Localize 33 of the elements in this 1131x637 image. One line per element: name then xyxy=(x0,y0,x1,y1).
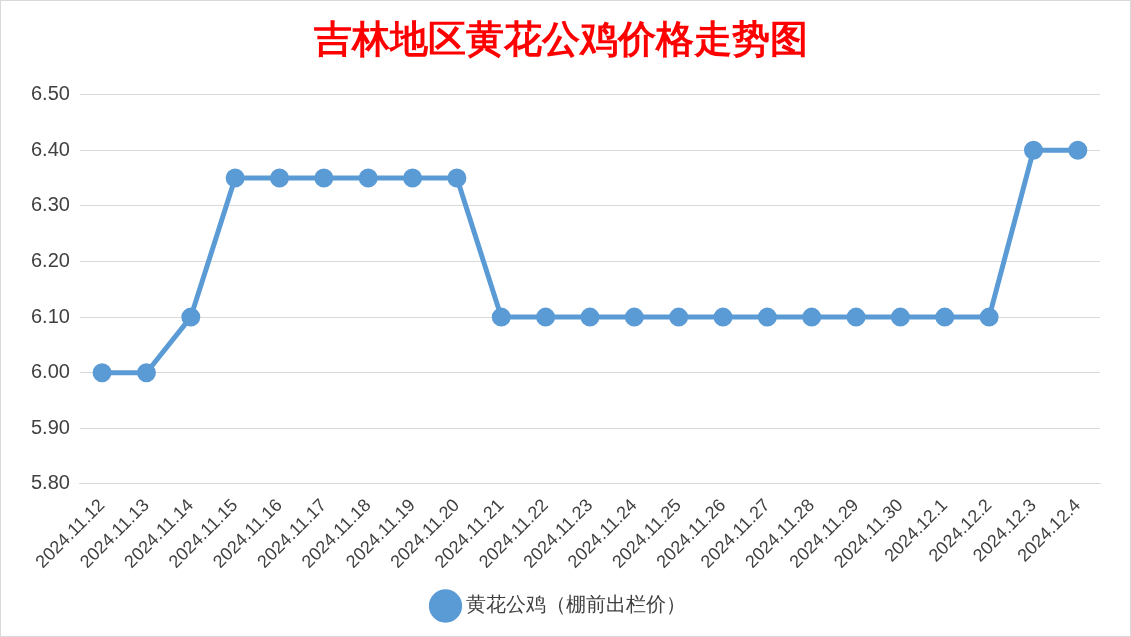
y-tick-label: 6.50 xyxy=(30,82,70,105)
y-tick-label: 6.30 xyxy=(30,193,70,216)
point xyxy=(136,363,156,383)
point xyxy=(92,363,112,383)
point xyxy=(1023,140,1043,160)
point xyxy=(935,307,955,327)
point xyxy=(181,307,201,327)
point xyxy=(358,168,378,188)
y-tick-label: 6.20 xyxy=(30,248,70,271)
y-tick-label: 5.90 xyxy=(30,415,70,438)
y-tick-label: 5.80 xyxy=(30,471,70,494)
point xyxy=(846,307,866,327)
point xyxy=(491,307,511,327)
point xyxy=(1068,140,1088,160)
y-tick-label: 6.40 xyxy=(30,137,70,160)
point xyxy=(447,168,467,188)
point xyxy=(580,307,600,327)
point xyxy=(713,307,733,327)
chart-title: 吉林地区黄花公鸡价格走势图 xyxy=(312,17,808,60)
point xyxy=(403,168,423,188)
point xyxy=(225,168,245,188)
point xyxy=(802,307,822,327)
point xyxy=(270,168,290,188)
point xyxy=(890,307,910,327)
point xyxy=(669,307,689,327)
point xyxy=(314,168,334,188)
point xyxy=(757,307,777,327)
point xyxy=(536,307,556,327)
point xyxy=(979,307,999,327)
point xyxy=(624,307,644,327)
legend-label: 黄花公鸡（棚前出栏价） xyxy=(465,592,686,617)
y-tick-label: 6.10 xyxy=(30,304,70,327)
y-tick-label: 6.00 xyxy=(30,360,70,383)
